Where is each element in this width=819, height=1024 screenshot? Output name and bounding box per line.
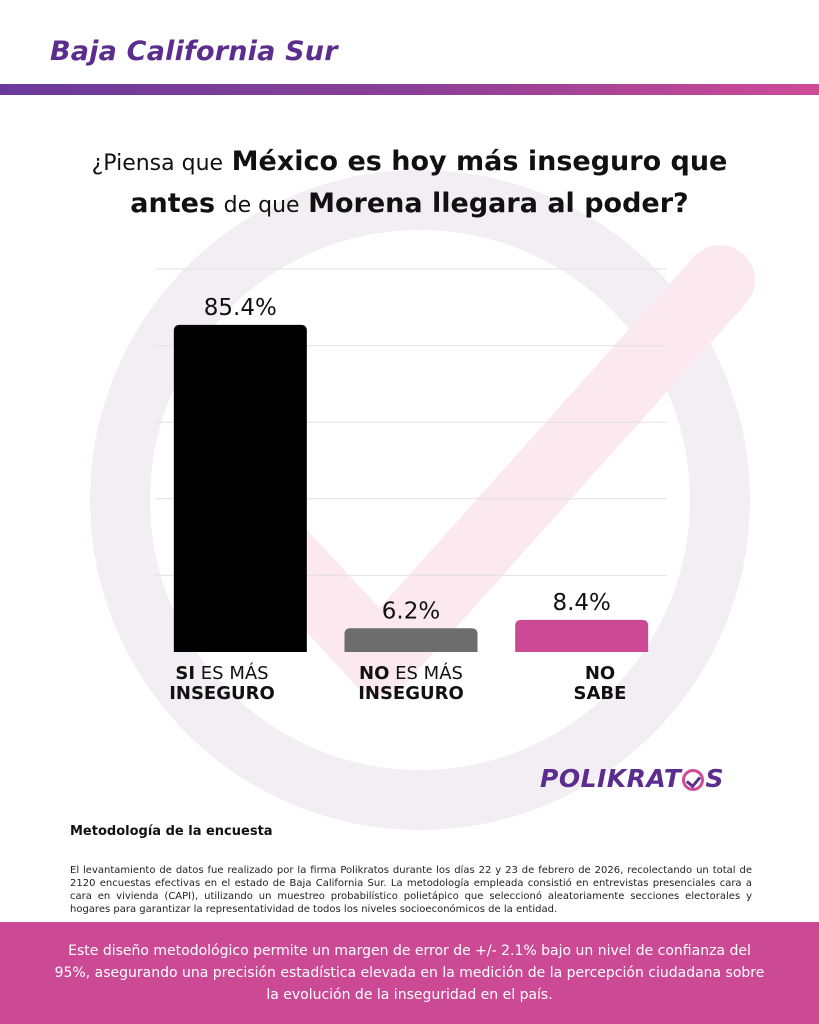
footer-band: Este diseño metodológico permite un marg… — [0, 922, 819, 1024]
logo-text-right: S — [705, 764, 724, 793]
footer-text: Este diseño metodológico permite un marg… — [54, 943, 765, 1003]
question-title: ¿Piensa que México es hoy más inseguro q… — [40, 142, 779, 226]
category-label-no-second: INSEGURO — [358, 683, 464, 704]
category-label-si-second: INSEGURO — [169, 683, 275, 704]
value-label-3: 8.4% — [552, 590, 610, 616]
methodology-title: Metodología de la encuesta — [70, 824, 273, 839]
logo-text-left: POLIKRAT — [540, 764, 682, 793]
region-title: Baja California Sur — [50, 36, 338, 67]
category-label-no-bold: NO — [359, 663, 390, 684]
check-circle-icon — [682, 769, 705, 791]
category-label-no-normal: ES MÁS — [389, 663, 463, 684]
category-label-si-bold: SI — [175, 663, 196, 684]
methodology-text: El levantamiento de datos fue realizado … — [70, 865, 752, 915]
category-label-si-normal: ES MÁS — [195, 663, 269, 684]
category-label-nosabe-bold: NO — [584, 663, 616, 684]
bar-2 — [344, 628, 478, 652]
question-part-1: ¿Piensa que — [91, 151, 224, 176]
value-label-1: 85.4% — [204, 295, 277, 321]
header-gradient-bar — [0, 84, 819, 95]
category-label-nosabe-second: SABE — [573, 683, 627, 704]
polikratos-logo: POLIKRAT S — [540, 764, 724, 793]
bar-1 — [173, 324, 307, 652]
category-label-si: SI ES MÁS INSEGURO — [137, 664, 307, 704]
question-part-4: de que — [223, 193, 300, 218]
category-label-no: NO ES MÁS INSEGURO — [326, 664, 496, 704]
question-part-3: antes — [130, 188, 216, 219]
value-label-2: 6.2% — [382, 598, 440, 624]
category-label-nosabe: NO SABE — [515, 664, 685, 704]
bar-3 — [515, 619, 649, 652]
question-part-5: Morena llegara al poder? — [308, 188, 689, 219]
question-part-2: México es hoy más inseguro que — [231, 146, 728, 177]
